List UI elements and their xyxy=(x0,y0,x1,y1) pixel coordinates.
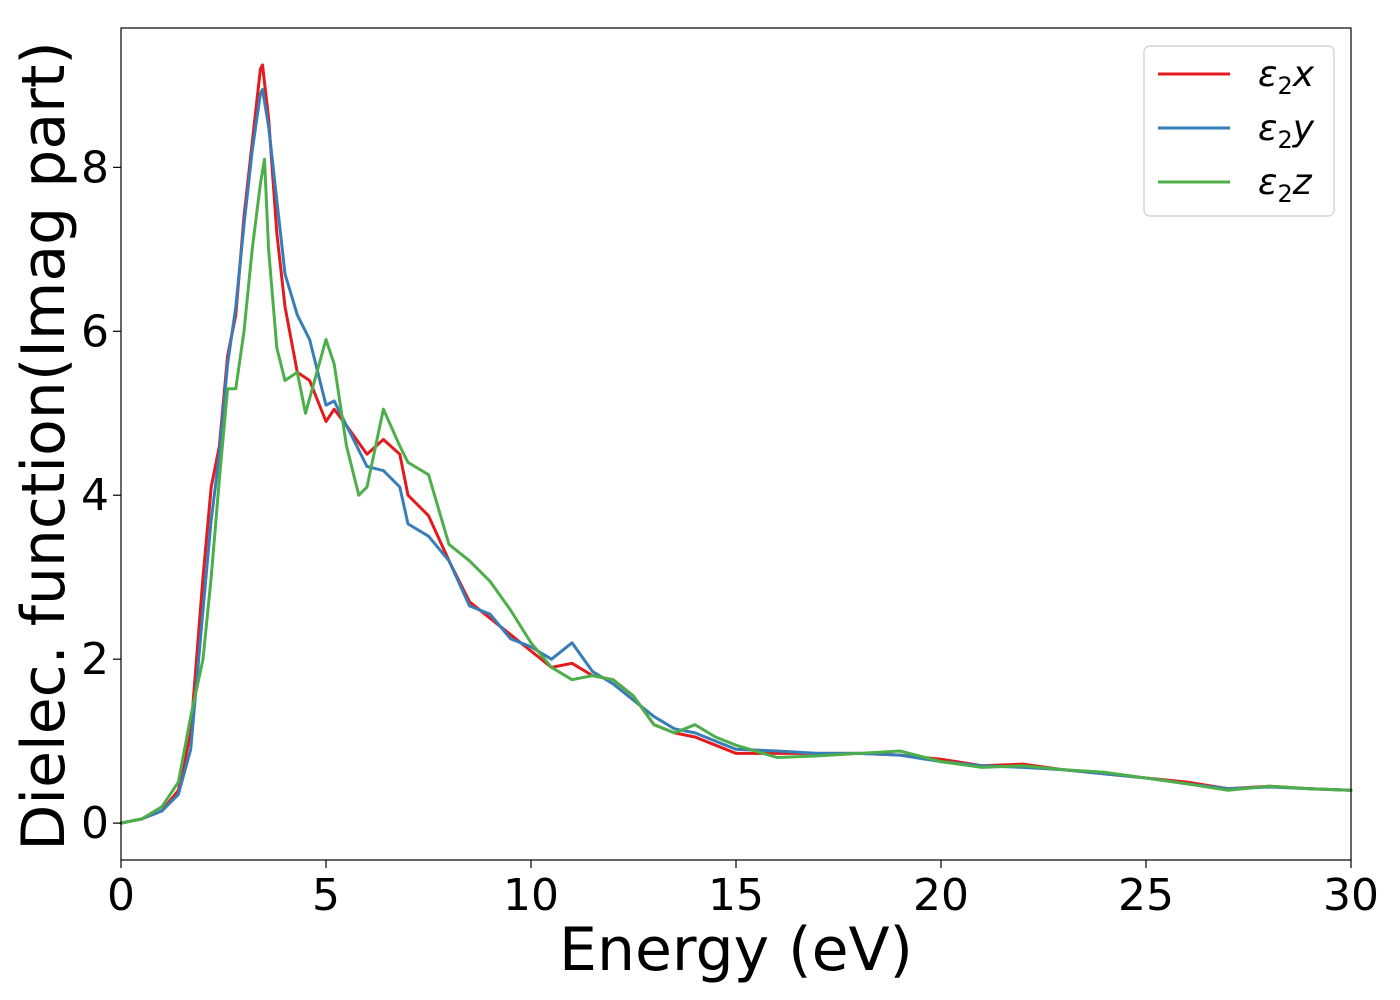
x-tick-label: 20 xyxy=(913,870,969,921)
series-layer xyxy=(119,63,1353,825)
y-tick-label: 0 xyxy=(81,798,109,849)
legend: ε2x ε2y ε2z xyxy=(1143,45,1335,217)
series-line-z xyxy=(119,157,1353,825)
y-tick-label: 4 xyxy=(81,470,109,521)
y-axis-ticks: 0 2 4 6 8 xyxy=(81,142,121,849)
legend-label-x: ε2x xyxy=(1258,54,1315,100)
y-tick-label: 2 xyxy=(81,634,109,685)
x-tick-label: 15 xyxy=(708,870,764,921)
y-tick-label: 6 xyxy=(81,306,109,357)
x-tick-label: 0 xyxy=(107,870,135,921)
x-tick-label: 5 xyxy=(312,870,340,921)
legend-box xyxy=(1143,45,1335,217)
y-tick-label: 8 xyxy=(81,142,109,193)
x-tick-label: 10 xyxy=(503,870,559,921)
x-tick-label: 25 xyxy=(1118,870,1174,921)
legend-label-z: ε2z xyxy=(1258,162,1313,208)
x-axis-ticks: 0 5 10 15 20 25 30 xyxy=(107,860,1379,921)
legend-label-y: ε2y xyxy=(1258,108,1315,154)
x-tick-label: 30 xyxy=(1323,870,1379,921)
y-axis-label: Dielec. function(Imag part) xyxy=(9,41,79,851)
x-axis-label: Energy (eV) xyxy=(559,915,913,985)
